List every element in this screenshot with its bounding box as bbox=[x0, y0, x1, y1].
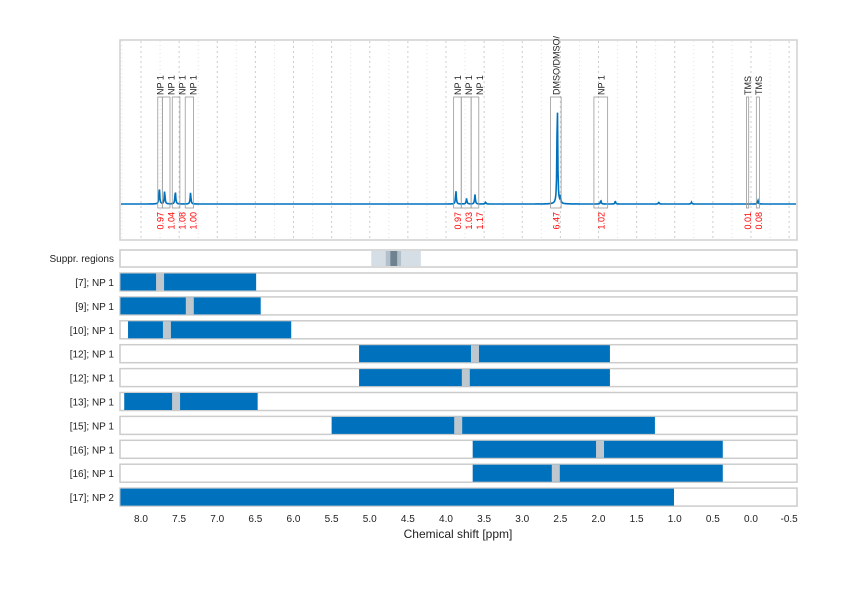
x-tick-label: 4.0 bbox=[439, 514, 453, 525]
row-track bbox=[119, 272, 798, 292]
spectrum bbox=[121, 112, 796, 205]
integration-region bbox=[171, 96, 181, 209]
shift-marker bbox=[454, 416, 463, 434]
x-tick-label: 6.5 bbox=[248, 514, 262, 525]
suppressed-regions-label: Suppr. regions bbox=[50, 254, 115, 265]
row-label: [12]; NP 1 bbox=[70, 374, 115, 385]
range-bar bbox=[124, 393, 258, 410]
row-label: [16]; NP 1 bbox=[70, 445, 115, 456]
shift-marker bbox=[162, 321, 171, 339]
x-tick-label: 2.0 bbox=[592, 514, 606, 525]
x-tick-label: 3.0 bbox=[515, 514, 529, 525]
range-bar bbox=[120, 273, 257, 291]
shift-marker bbox=[461, 369, 470, 387]
x-tick-label: 1.0 bbox=[668, 514, 682, 525]
row-label: [9]; NP 1 bbox=[75, 302, 114, 313]
integration-region bbox=[755, 96, 760, 209]
region-label: DMSO/DMSO/ bbox=[551, 35, 561, 95]
range-rows: Suppr. regions [7]; NP 1 [9]; NP 1 [10]; NP… bbox=[50, 249, 798, 507]
region-label: NP 1 bbox=[156, 75, 166, 95]
row-track bbox=[119, 296, 798, 316]
shift-marker bbox=[172, 393, 181, 410]
region-label: NP 1 bbox=[178, 75, 188, 95]
shift-marker bbox=[156, 273, 165, 291]
range-bar bbox=[120, 488, 674, 506]
shift-marker bbox=[551, 464, 560, 482]
row-label: [13]; NP 1 bbox=[70, 398, 115, 409]
row-label: [10]; NP 1 bbox=[70, 326, 115, 337]
integral-value: 6.47 bbox=[551, 212, 561, 230]
integration-region bbox=[593, 96, 609, 209]
x-tick-label: 3.5 bbox=[477, 514, 491, 525]
x-tick-label: 6.0 bbox=[287, 514, 301, 525]
x-tick-label: 5.0 bbox=[363, 514, 377, 525]
region-label: NP 1 bbox=[475, 75, 485, 95]
range-bar bbox=[331, 416, 655, 434]
row-label: [15]; NP 1 bbox=[70, 421, 115, 432]
x-axis-label: Chemical shift [ppm] bbox=[404, 527, 513, 541]
x-tick-label: 5.5 bbox=[325, 514, 339, 525]
row-label: [17]; NP 2 bbox=[70, 493, 115, 504]
x-axis-ticks: 8.0 7.5 7.0 6.5 6.0 5.5 5.0 4.5 4.0 3.5 3.0 2.5 2.0 1… bbox=[134, 514, 798, 525]
range-bar bbox=[359, 369, 610, 387]
integral-value: 1.04 bbox=[167, 212, 177, 230]
integration-region bbox=[161, 96, 171, 209]
integral-value: 0.97 bbox=[156, 212, 166, 230]
integral-value: 1.08 bbox=[178, 212, 188, 230]
integral-value: 0.97 bbox=[453, 212, 463, 230]
row-track bbox=[119, 391, 798, 412]
row-label: [7]; NP 1 bbox=[75, 278, 114, 289]
regions: NP 1 0.97 NP 1 1.04 NP 1 1.08 NP 1 1.00 NP 1 0.97… bbox=[156, 35, 765, 229]
shift-marker bbox=[596, 440, 605, 458]
suppressed-regions-track bbox=[119, 249, 798, 268]
integration-region bbox=[470, 96, 480, 209]
x-tick-label: 7.5 bbox=[172, 514, 186, 525]
x-tick-label: 0.0 bbox=[744, 514, 758, 525]
integration-region bbox=[184, 96, 195, 209]
integration-region bbox=[746, 96, 750, 209]
x-tick-label: 2.5 bbox=[553, 514, 567, 525]
shift-marker bbox=[470, 345, 479, 363]
x-tick-label: 7.0 bbox=[210, 514, 224, 525]
integral-value: 1.03 bbox=[464, 212, 474, 230]
region-label: TMS bbox=[743, 76, 753, 95]
region-label: TMS bbox=[754, 76, 764, 95]
integral-value: 1.17 bbox=[475, 212, 485, 230]
region-label: NP 1 bbox=[596, 75, 606, 95]
region-label: NP 1 bbox=[167, 75, 177, 95]
integral-value: 0.01 bbox=[743, 212, 753, 230]
range-bar bbox=[128, 321, 292, 339]
x-tick-label: 8.0 bbox=[134, 514, 148, 525]
region-label: NP 1 bbox=[464, 75, 474, 95]
grid bbox=[121, 41, 790, 239]
spectrum-line bbox=[121, 112, 796, 205]
range-bar bbox=[472, 464, 723, 482]
spectrum-panel bbox=[119, 39, 798, 241]
suppressed-region-core bbox=[390, 251, 398, 266]
shift-marker bbox=[185, 297, 194, 315]
range-bar bbox=[359, 345, 610, 363]
x-tick-label: 1.5 bbox=[630, 514, 644, 525]
row-label: [12]; NP 1 bbox=[70, 350, 115, 361]
integration-region bbox=[550, 96, 562, 209]
x-tick-label: 0.5 bbox=[706, 514, 720, 525]
x-tick-label: 4.5 bbox=[401, 514, 415, 525]
region-label: NP 1 bbox=[189, 75, 199, 95]
region-label: NP 1 bbox=[453, 75, 463, 95]
row-label: [16]; NP 1 bbox=[70, 469, 115, 480]
integral-value: 1.02 bbox=[596, 212, 606, 230]
integral-value: 0.08 bbox=[754, 212, 764, 230]
x-tick-label: -0.5 bbox=[781, 514, 799, 525]
integral-value: 1.00 bbox=[189, 212, 199, 230]
